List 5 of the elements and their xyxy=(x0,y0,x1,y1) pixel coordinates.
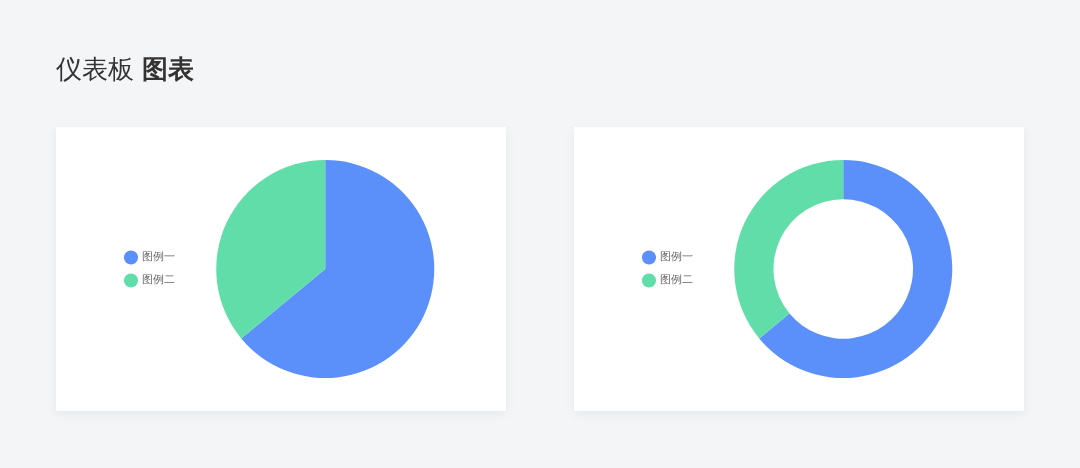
legend-label: 图例二 xyxy=(141,273,175,287)
chart-title: 仪表板 图表 xyxy=(56,53,195,86)
legend-label: 图例二 xyxy=(659,273,693,287)
legend-label: 图例一 xyxy=(141,250,175,264)
legend-label: 图例一 xyxy=(659,250,693,264)
